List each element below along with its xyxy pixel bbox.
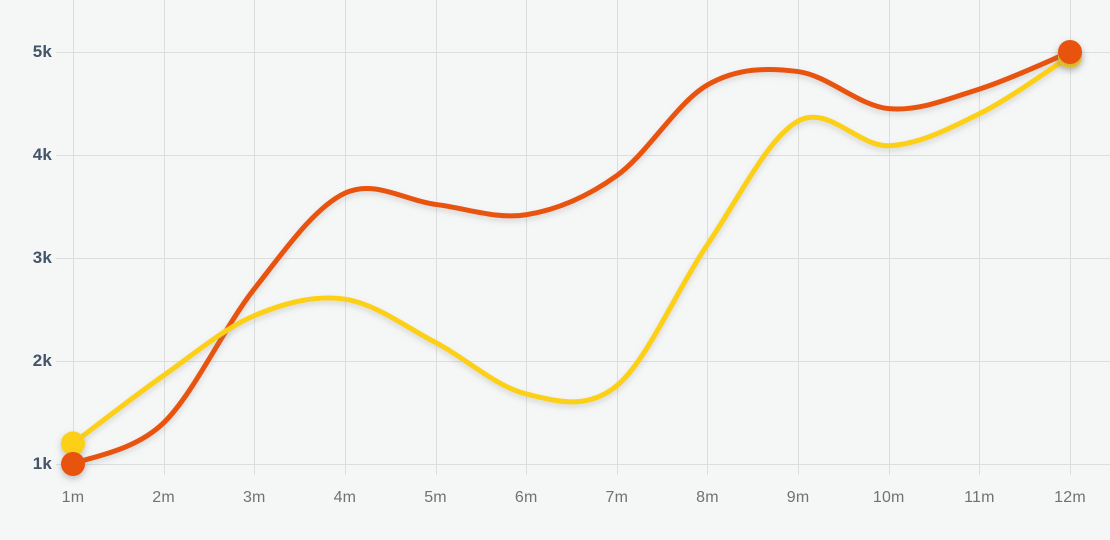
x-axis-tick-label: 2m — [152, 489, 175, 506]
x-axis-tick-label: 3m — [242, 489, 266, 506]
x-axis-tick-label: 8m — [696, 489, 719, 506]
x-axis-tick-label: 4m — [333, 489, 357, 506]
y-axis-tick-label: 2k — [32, 351, 52, 370]
data-point-marker[interactable] — [1058, 40, 1082, 64]
y-axis-tick-label: 5k — [32, 42, 52, 61]
x-axis-tick-label: 1m — [61, 489, 85, 506]
series-line-yellow-series — [70, 53, 1073, 446]
x-axis-tick-label: 10m — [872, 489, 905, 506]
x-axis-tick-label: 9m — [786, 489, 810, 506]
x-axis-tick-label: 7m — [605, 489, 629, 506]
y-axis-tick-label: 4k — [32, 145, 52, 164]
x-axis-tick-label: 6m — [514, 489, 538, 506]
series-lines — [70, 49, 1073, 467]
series-line-orange-series — [70, 49, 1073, 467]
data-point-marker[interactable] — [61, 431, 85, 456]
horizontal-gridlines — [56, 52, 1110, 465]
y-axis-tick-label: 1k — [32, 454, 52, 473]
data-point-marker[interactable] — [61, 452, 85, 476]
x-axis-tick-label: 12m — [1054, 489, 1086, 506]
vertical-gridlines — [73, 0, 1071, 475]
y-axis-tick-label: 3k — [32, 248, 52, 267]
x-axis-tick-label: 11m — [964, 489, 995, 506]
series-markers — [61, 40, 1082, 476]
x-axis-tick-label: 5m — [424, 489, 447, 506]
